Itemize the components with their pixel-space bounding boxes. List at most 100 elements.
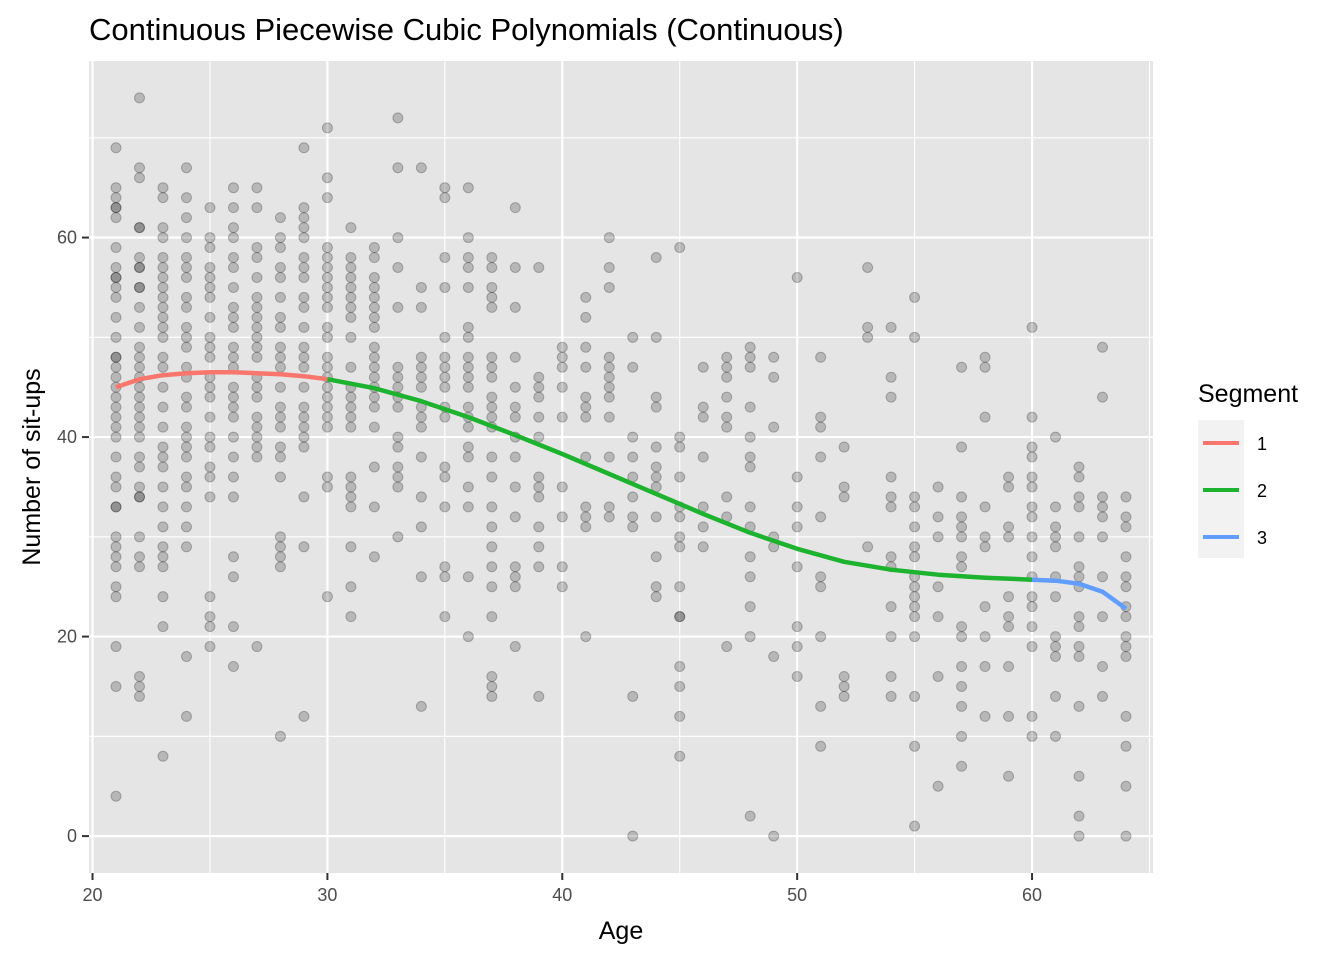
- data-point: [956, 730, 968, 742]
- data-point: [321, 351, 333, 363]
- data-point: [486, 411, 498, 423]
- data-point: [533, 391, 545, 403]
- data-point: [932, 531, 944, 543]
- data-point: [157, 331, 169, 343]
- data-point: [674, 581, 686, 593]
- data-point: [768, 351, 780, 363]
- data-point: [204, 591, 216, 603]
- data-point: [415, 301, 427, 313]
- data-point: [486, 351, 498, 363]
- data-point: [180, 192, 192, 204]
- scatter-points: [110, 92, 1132, 842]
- data-point: [674, 242, 686, 254]
- data-point: [110, 501, 122, 513]
- data-point: [251, 182, 263, 194]
- data-point: [650, 591, 662, 603]
- data-point: [885, 471, 897, 483]
- x-axis-title: Age: [599, 917, 643, 945]
- data-point: [204, 351, 216, 363]
- data-point: [251, 291, 263, 303]
- data-point: [345, 581, 357, 593]
- data-point: [274, 361, 286, 373]
- data-point: [486, 361, 498, 373]
- data-point: [110, 551, 122, 563]
- data-point: [486, 501, 498, 513]
- data-point: [462, 261, 474, 273]
- data-point: [509, 571, 521, 583]
- data-point: [909, 521, 921, 533]
- data-point: [979, 411, 991, 423]
- data-point: [204, 202, 216, 214]
- data-point: [1026, 531, 1038, 543]
- data-point: [415, 421, 427, 433]
- data-point: [815, 411, 827, 423]
- data-point: [674, 710, 686, 722]
- data-point: [157, 301, 169, 313]
- data-point: [956, 441, 968, 453]
- data-point: [909, 291, 921, 303]
- data-point: [251, 301, 263, 313]
- data-point: [697, 451, 709, 463]
- data-point: [298, 541, 310, 553]
- data-point: [486, 281, 498, 293]
- data-point: [932, 780, 944, 792]
- data-point: [956, 551, 968, 563]
- data-point: [204, 391, 216, 403]
- data-point: [603, 511, 615, 523]
- data-point: [815, 700, 827, 712]
- data-point: [627, 830, 639, 842]
- data-point: [509, 301, 521, 313]
- data-point: [909, 331, 921, 343]
- data-point: [439, 252, 451, 264]
- data-point: [674, 441, 686, 453]
- data-point: [509, 511, 521, 523]
- data-point: [133, 162, 145, 174]
- data-point: [885, 321, 897, 333]
- data-point: [979, 351, 991, 363]
- data-point: [204, 441, 216, 453]
- data-point: [462, 252, 474, 264]
- data-point: [133, 172, 145, 184]
- data-point: [180, 541, 192, 553]
- x-tick-label: 30: [317, 885, 337, 905]
- y-tick-label: 40: [57, 427, 77, 447]
- data-point: [815, 571, 827, 583]
- data-point: [1026, 551, 1038, 563]
- data-point: [251, 391, 263, 403]
- data-point: [486, 690, 498, 702]
- data-point: [744, 431, 756, 443]
- data-point: [650, 551, 662, 563]
- data-point: [838, 680, 850, 692]
- data-point: [509, 581, 521, 593]
- data-point: [1026, 501, 1038, 513]
- data-point: [462, 232, 474, 244]
- data-point: [251, 381, 263, 393]
- data-point: [298, 212, 310, 224]
- data-point: [157, 451, 169, 463]
- data-point: [415, 411, 427, 423]
- data-point: [603, 361, 615, 373]
- data-point: [603, 381, 615, 393]
- data-point: [956, 521, 968, 533]
- data-point: [627, 511, 639, 523]
- data-point: [885, 670, 897, 682]
- data-point: [110, 361, 122, 373]
- data-point: [298, 252, 310, 264]
- data-point: [274, 271, 286, 283]
- data-point: [1097, 531, 1109, 543]
- data-point: [415, 491, 427, 503]
- data-point: [157, 182, 169, 194]
- data-point: [321, 471, 333, 483]
- data-point: [862, 261, 874, 273]
- data-point: [392, 531, 404, 543]
- data-point: [650, 331, 662, 343]
- data-point: [674, 431, 686, 443]
- data-point: [1050, 431, 1062, 443]
- data-point: [439, 331, 451, 343]
- data-point: [133, 491, 145, 503]
- data-point: [791, 561, 803, 573]
- data-point: [298, 142, 310, 154]
- data-point: [956, 760, 968, 772]
- data-point: [1003, 521, 1015, 533]
